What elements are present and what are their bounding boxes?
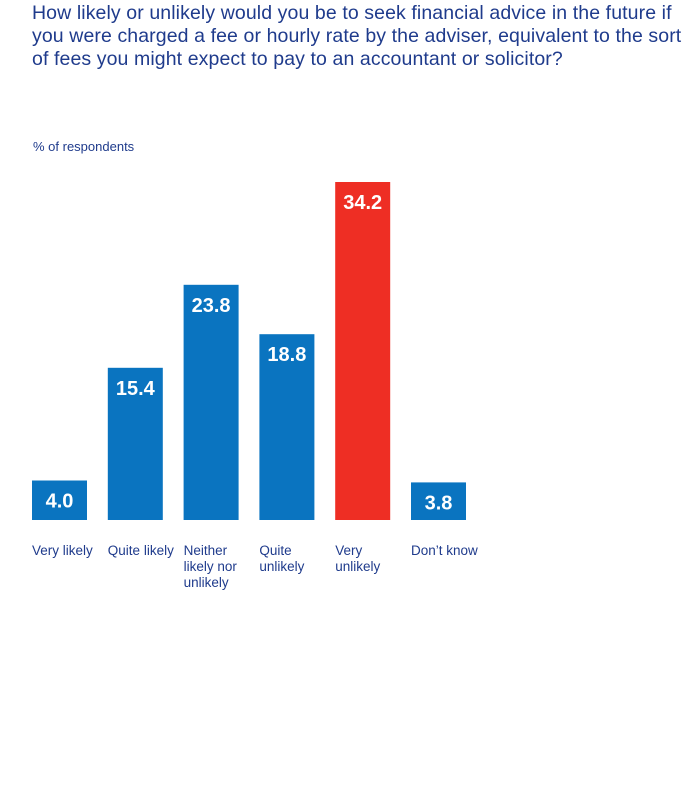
category-label-0: Very likely — [32, 543, 93, 558]
bar-0 — [32, 480, 87, 520]
bar-value-label-2: 23.8 — [192, 295, 231, 317]
category-label-3: Quite unlikely — [259, 543, 305, 574]
bar-2 — [183, 284, 239, 520]
category-label-1: Quite likely — [107, 543, 174, 558]
y-axis-label: % of respondents — [33, 139, 135, 154]
bar-3 — [259, 334, 315, 520]
chart-title: How likely or unlikely would you be to s… — [32, 2, 682, 70]
category-label-4: Very unlikely — [335, 543, 381, 574]
bar-4 — [335, 182, 391, 520]
category-label-5: Don’t know — [411, 543, 478, 558]
bar-5 — [411, 482, 466, 520]
category-label-2: Neither likely nor unlikely — [183, 543, 237, 590]
bar-1 — [107, 367, 163, 520]
bar-value-label-5: 3.8 — [425, 492, 453, 514]
bar-value-label-0: 4.0 — [46, 491, 74, 513]
bar-value-label-4: 34.2 — [343, 192, 382, 214]
bar-value-label-1: 15.4 — [116, 378, 156, 400]
bar-value-label-3: 18.8 — [267, 344, 306, 366]
